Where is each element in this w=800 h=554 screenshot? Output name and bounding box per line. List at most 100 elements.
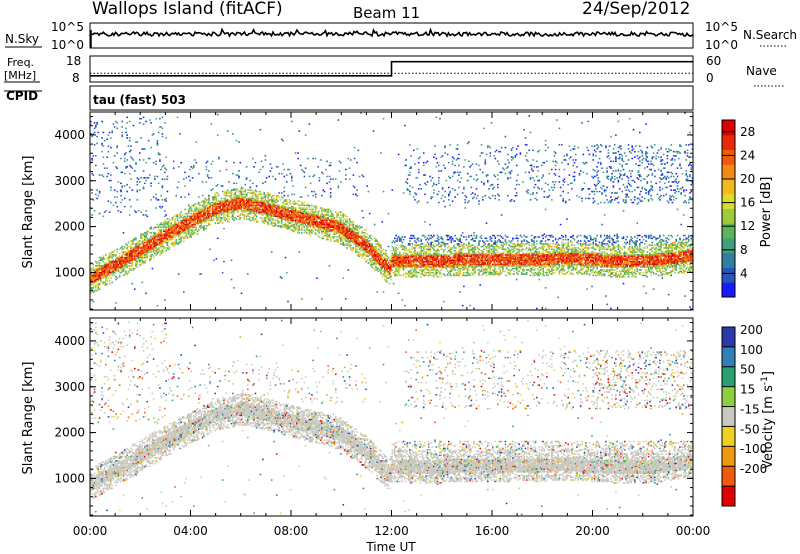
power-cell	[274, 225, 277, 227]
power-cell	[287, 223, 289, 226]
power-cell	[312, 215, 314, 218]
power-cell	[183, 219, 185, 222]
power-cell	[247, 203, 249, 205]
power-cell	[433, 244, 435, 246]
power-cell	[184, 185, 186, 187]
power-cell	[284, 208, 287, 211]
power-cell	[286, 212, 288, 215]
power-cell	[431, 258, 434, 260]
power-cell	[373, 240, 376, 242]
power-cell	[410, 273, 412, 275]
power-cell	[254, 196, 257, 198]
power-cell	[259, 208, 262, 211]
power-cell	[399, 267, 401, 270]
power-cell	[247, 197, 249, 200]
power-cell	[107, 267, 110, 270]
power-cell	[424, 174, 426, 176]
power-cell	[188, 233, 190, 235]
power-cell	[113, 262, 116, 264]
power-cell	[215, 201, 218, 204]
power-cell	[139, 256, 141, 259]
power-cell	[397, 269, 400, 271]
power-cell	[223, 193, 225, 196]
power-cell	[257, 197, 259, 200]
power-cell	[372, 247, 375, 249]
power-cell	[360, 244, 362, 246]
freq-label-line1: Freq.	[7, 56, 34, 69]
power-cell	[128, 120, 131, 123]
power-cell	[253, 210, 255, 212]
power-cell	[243, 197, 245, 200]
power-cell	[156, 243, 159, 245]
power-cell	[126, 258, 128, 260]
power-cell	[443, 300, 445, 303]
power-cell	[106, 270, 108, 273]
power-cell	[440, 276, 443, 278]
power-cell	[145, 256, 147, 259]
power-cell	[155, 234, 157, 237]
power-cell	[292, 221, 294, 223]
power-cell	[264, 159, 267, 161]
power-cell	[200, 214, 203, 216]
power-cell	[402, 260, 405, 263]
power-cell	[361, 174, 363, 176]
power-cell	[445, 260, 448, 263]
power-cell	[239, 161, 242, 164]
power-cell	[421, 273, 424, 275]
power-cell	[443, 243, 445, 245]
power-cell	[175, 223, 177, 226]
power-cell	[309, 219, 312, 222]
power-cell	[170, 232, 172, 234]
power-cell	[331, 222, 333, 224]
power-cell	[355, 247, 357, 249]
power-cell	[342, 219, 345, 222]
power-cell	[286, 203, 288, 205]
power-cell	[421, 269, 424, 271]
power-cell	[210, 123, 213, 125]
power-cell	[386, 255, 389, 257]
power-cell	[157, 247, 160, 249]
power-cell	[101, 281, 103, 284]
power-cell	[171, 218, 174, 220]
power-cell	[211, 219, 214, 222]
power-cell	[338, 227, 341, 230]
power-cell	[323, 222, 326, 224]
power-cell	[118, 270, 121, 273]
power-cell	[97, 284, 100, 286]
power-cell	[216, 194, 219, 197]
power-cell	[139, 189, 141, 191]
power-cell	[211, 212, 214, 215]
power-cell	[365, 243, 367, 245]
power-cell	[265, 177, 268, 179]
power-cell	[180, 223, 182, 226]
power-cell	[406, 265, 409, 267]
power-cell	[135, 163, 137, 165]
power-cell	[440, 245, 443, 248]
power-cell	[268, 193, 270, 196]
power-cell	[108, 256, 111, 259]
power-cell	[125, 127, 127, 130]
power-cell	[98, 174, 101, 176]
power-cell	[147, 240, 150, 242]
power-cell	[164, 223, 166, 226]
power-cell	[426, 267, 429, 270]
power-cell	[289, 229, 292, 231]
power-cell	[188, 226, 190, 229]
power-cell	[183, 226, 185, 229]
freq-tick-bottom: 8	[72, 71, 80, 85]
power-cell	[306, 221, 308, 223]
power-cell	[441, 241, 444, 244]
power-cell	[433, 271, 435, 274]
power-cell	[430, 237, 432, 240]
power-cell	[313, 215, 316, 218]
power-cell	[321, 221, 323, 223]
power-cell	[208, 215, 210, 218]
power-cell	[335, 223, 337, 226]
power-cell	[386, 269, 389, 271]
power-cell	[179, 227, 181, 230]
power-cell	[142, 177, 145, 179]
power-cell	[90, 288, 92, 290]
power-cell	[226, 215, 229, 218]
power-cell	[184, 230, 186, 233]
power-cell	[402, 274, 405, 277]
